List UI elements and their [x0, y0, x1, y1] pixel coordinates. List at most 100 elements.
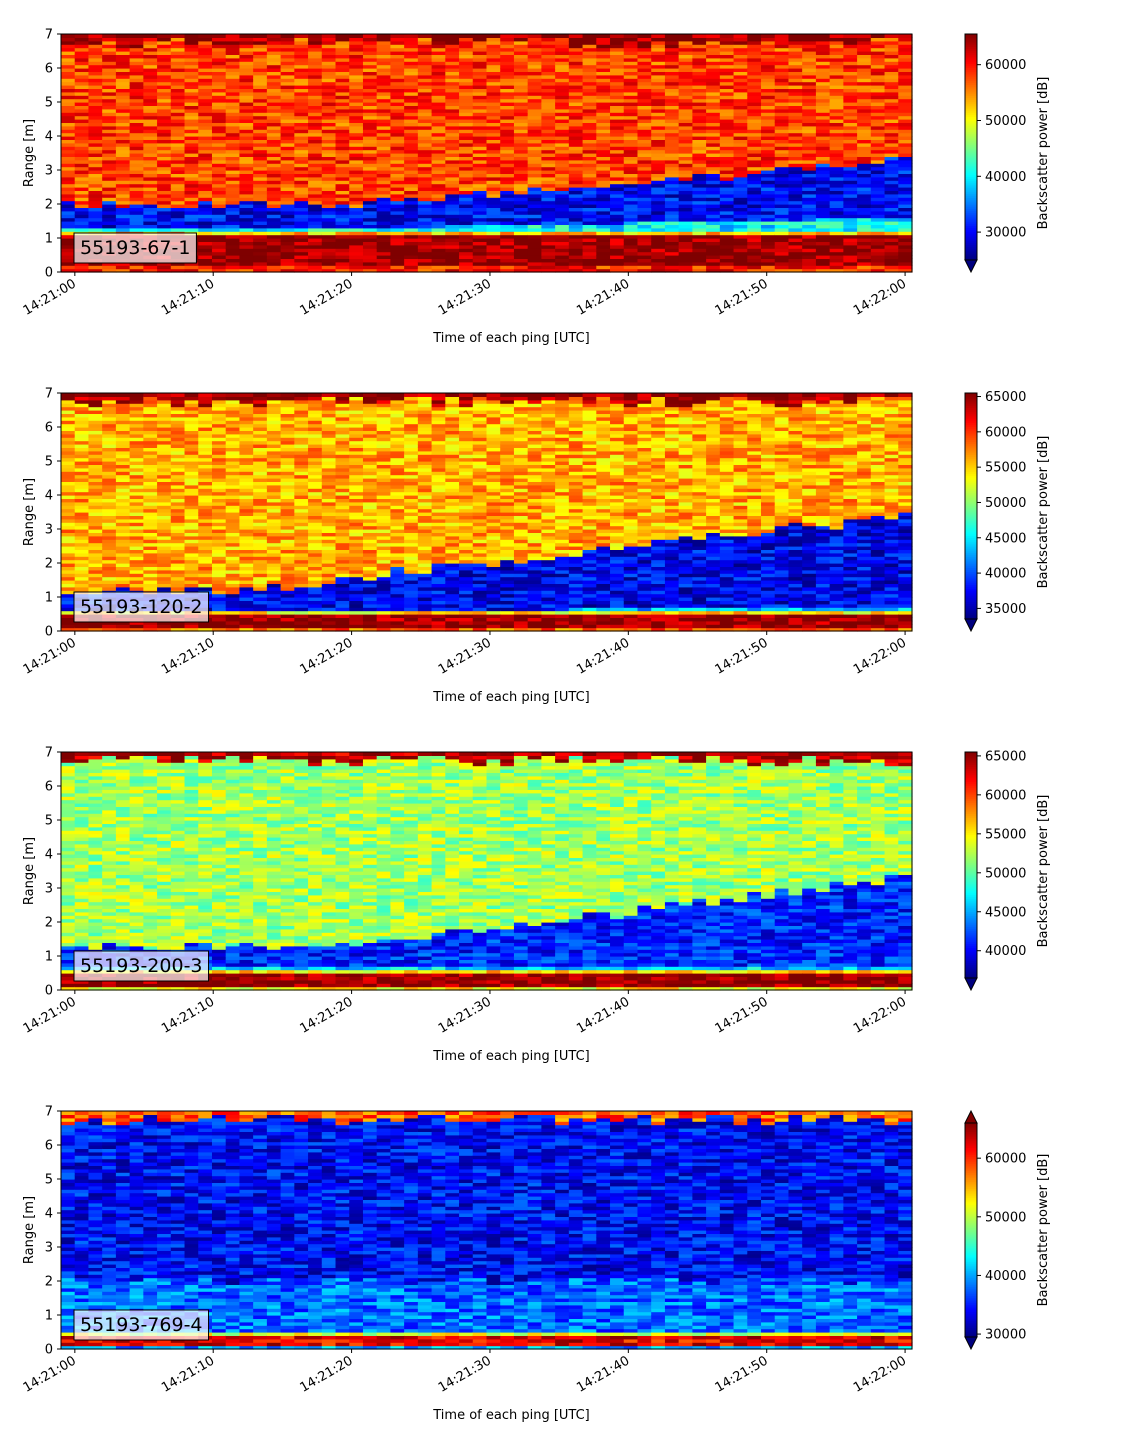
heatmap-cell	[651, 51, 666, 55]
heatmap-cell	[788, 40, 803, 45]
heatmap-cell	[308, 193, 323, 198]
heatmap-cell	[568, 153, 584, 157]
heatmap-cell	[321, 34, 337, 38]
heatmap-cell	[225, 139, 241, 144]
heatmap-cell	[157, 261, 172, 266]
heatmap-cell	[143, 88, 158, 93]
heatmap-cell	[610, 119, 625, 123]
heatmap-cell	[431, 156, 446, 161]
heatmap-cell	[747, 227, 762, 232]
heatmap-cell	[390, 132, 405, 137]
heatmap-cell	[555, 122, 570, 127]
heatmap-cell	[129, 457, 144, 462]
heatmap-cell	[761, 64, 776, 69]
heatmap-cell	[266, 57, 282, 62]
heatmap-cell	[74, 224, 90, 229]
heatmap-cell	[129, 542, 144, 547]
heatmap-cell	[527, 153, 543, 157]
heatmap-cell	[459, 139, 474, 144]
heatmap-cell	[362, 112, 378, 117]
heatmap-cell	[61, 227, 76, 232]
heatmap-cell	[527, 221, 543, 225]
heatmap-cell	[376, 227, 392, 232]
heatmap-cell	[157, 217, 172, 222]
heatmap-cell	[541, 98, 556, 103]
heatmap-cell	[747, 108, 762, 113]
heatmap-cell	[417, 221, 433, 225]
heatmap-cell	[472, 115, 488, 120]
heatmap-cell	[225, 210, 241, 215]
heatmap-cell	[308, 153, 323, 157]
heatmap-cell	[459, 204, 474, 208]
heatmap-cell	[157, 78, 172, 83]
heatmap-cell	[417, 173, 433, 178]
heatmap-cell	[198, 210, 213, 215]
heatmap-cell	[719, 54, 735, 59]
heatmap-cell	[555, 255, 570, 259]
heatmap-cell	[857, 170, 872, 174]
heatmap-cell	[266, 159, 282, 164]
heatmap-cell	[115, 88, 131, 93]
heatmap-cell	[884, 214, 899, 219]
heatmap-cell	[815, 98, 831, 103]
heatmap-cell	[143, 180, 158, 185]
heatmap-cell	[774, 268, 790, 273]
heatmap-cell	[719, 156, 735, 161]
heatmap-cell	[102, 573, 117, 578]
colorbar-segment	[965, 86, 977, 90]
heatmap-cell	[651, 221, 666, 225]
heatmap-cell	[500, 153, 515, 157]
heatmap-cell	[143, 627, 158, 632]
heatmap-cell	[362, 268, 378, 273]
heatmap-cell	[143, 156, 158, 161]
heatmap-cell	[143, 498, 158, 503]
heatmap-cell	[321, 153, 337, 157]
heatmap-cell	[129, 454, 144, 459]
heatmap-cell	[761, 142, 776, 147]
heatmap-cell	[404, 125, 419, 130]
heatmap-cell	[774, 265, 790, 270]
heatmap-cell	[143, 153, 158, 157]
heatmap-cell	[637, 217, 652, 222]
heatmap-cell	[184, 204, 199, 208]
heatmap-cell	[129, 488, 144, 493]
heatmap-cell	[527, 163, 543, 168]
heatmap-cell	[843, 197, 858, 202]
heatmap-cell	[157, 142, 172, 147]
heatmap-cell	[513, 176, 529, 181]
heatmap-cell	[747, 85, 762, 89]
heatmap-cell	[596, 37, 611, 42]
heatmap-cell	[143, 57, 158, 62]
heatmap-cell	[568, 68, 584, 72]
heatmap-cell	[637, 81, 652, 86]
heatmap-cell	[802, 132, 817, 137]
heatmap-cell	[404, 153, 419, 157]
heatmap-cell	[706, 78, 721, 83]
heatmap-cell	[500, 163, 515, 168]
heatmap-cell	[486, 173, 501, 178]
heatmap-cell	[335, 207, 350, 212]
heatmap-cell	[294, 47, 309, 52]
heatmap-cell	[129, 122, 144, 127]
heatmap-cell	[129, 139, 144, 144]
heatmap-cell	[184, 207, 199, 212]
heatmap-cell	[761, 210, 776, 215]
heatmap-cell	[61, 508, 76, 513]
heatmap-cell	[761, 183, 776, 188]
heatmap-cell	[884, 81, 899, 86]
heatmap-cell	[747, 95, 762, 100]
heatmap-cell	[170, 68, 186, 72]
heatmap-cell	[431, 214, 446, 219]
heatmap-cell	[61, 420, 76, 425]
heatmap-cell	[692, 112, 707, 117]
colorbar-segment	[965, 122, 977, 125]
heatmap-cell	[472, 217, 488, 222]
heatmap-cell	[857, 61, 872, 66]
heatmap-cell	[129, 54, 144, 59]
heatmap-cell	[143, 569, 158, 574]
heatmap-cell	[280, 34, 295, 38]
heatmap-cell	[898, 122, 913, 127]
heatmap-cell	[362, 265, 378, 270]
heatmap-cell	[225, 91, 241, 96]
heatmap-cell	[802, 91, 817, 96]
